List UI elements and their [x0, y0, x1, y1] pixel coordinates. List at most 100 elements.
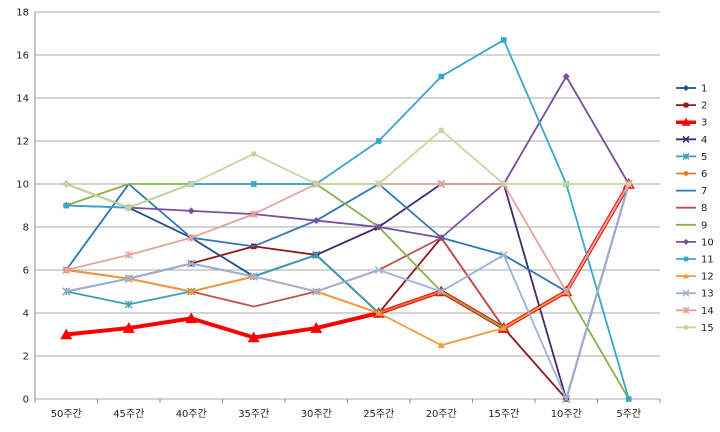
- legend-marker: [683, 273, 689, 279]
- y-tick-label: 14: [16, 94, 29, 105]
- series-line-13: [66, 183, 630, 400]
- data-point: [125, 204, 132, 211]
- y-tick-label: 0: [23, 395, 29, 406]
- x-tick-label: 25주간: [363, 408, 394, 420]
- series-line-12: [66, 183, 630, 347]
- legend-item-10: 10: [676, 237, 714, 248]
- y-tick-label: 18: [16, 8, 29, 19]
- data-point: [374, 265, 383, 275]
- series-7: [65, 183, 630, 293]
- legend-item-3: 3: [676, 117, 707, 129]
- series-15: [63, 127, 632, 211]
- data-point: [62, 266, 71, 274]
- data-point: [563, 181, 570, 187]
- legend-item-9: 9: [676, 220, 707, 231]
- data-point: [437, 234, 445, 242]
- y-tick-label: 4: [23, 309, 29, 320]
- data-point: [312, 287, 321, 296]
- data-point: [187, 207, 195, 215]
- data-point: [499, 250, 508, 259]
- series-2: [63, 181, 632, 402]
- data-point: [625, 396, 632, 402]
- series-line-9: [65, 183, 630, 400]
- data-point: [249, 272, 258, 281]
- data-point: [60, 328, 73, 340]
- x-tick-label: 5주간: [616, 408, 641, 420]
- data-point: [187, 233, 196, 242]
- data-point: [438, 127, 445, 134]
- data-point: [562, 394, 571, 404]
- legend-marker: [683, 238, 689, 245]
- legend-label: 10: [701, 237, 714, 248]
- x-tick-label: 40주간: [176, 408, 207, 420]
- data-point: [312, 217, 320, 225]
- x-tick-label: 50주간: [51, 408, 82, 420]
- data-point: [185, 312, 198, 324]
- legend-item-13: 13: [676, 289, 714, 300]
- data-point: [500, 37, 507, 43]
- x-tick-label: 45주간: [113, 408, 144, 420]
- x-tick-label: 30주간: [301, 408, 332, 420]
- legend-marker: [682, 152, 690, 160]
- series-4: [62, 179, 633, 404]
- data-point: [437, 287, 446, 296]
- legend-item-6: 6: [676, 169, 707, 180]
- data-point: [312, 250, 321, 259]
- data-point: [375, 138, 382, 144]
- legend-label: 9: [701, 220, 707, 231]
- data-point: [375, 223, 383, 231]
- legend-label: 12: [701, 272, 714, 283]
- legend-item-11: 11: [676, 255, 714, 266]
- data-point: [187, 288, 195, 295]
- legend-label: 3: [701, 118, 707, 129]
- y-tick-label: 10: [16, 180, 29, 191]
- y-tick-label: 6: [23, 266, 29, 277]
- legend-marker: [683, 325, 689, 330]
- data-point: [500, 324, 508, 331]
- legend-item-14: 14: [676, 306, 714, 317]
- legend-label: 15: [701, 323, 714, 334]
- series-line-10: [66, 75, 630, 239]
- series-line-4: [66, 183, 630, 400]
- legend-item-8: 8: [676, 203, 707, 214]
- legend-label: 6: [701, 169, 707, 180]
- legend-label: 4: [701, 135, 707, 146]
- series-line-15: [65, 129, 629, 209]
- legend-marker: [683, 171, 689, 176]
- data-point: [124, 300, 133, 309]
- legend-label: 5: [701, 152, 707, 163]
- data-point: [250, 151, 257, 157]
- data-point: [437, 341, 445, 349]
- data-point: [375, 181, 382, 187]
- data-point: [124, 250, 133, 259]
- data-point: [625, 181, 632, 187]
- legend-item-12: 12: [676, 272, 714, 283]
- legend-label: 8: [701, 203, 707, 214]
- legend-marker: [682, 289, 690, 297]
- data-point: [250, 181, 257, 187]
- data-point: [438, 73, 445, 80]
- legend-item-4: 4: [676, 135, 707, 146]
- legend-item-7: 7: [676, 186, 707, 197]
- legend-label: 14: [701, 306, 714, 317]
- data-point: [122, 322, 135, 333]
- data-point: [63, 181, 70, 187]
- data-point: [63, 202, 70, 209]
- data-point: [375, 309, 383, 316]
- series-lines: [60, 37, 635, 404]
- series-9: [65, 183, 630, 400]
- y-tick-label: 12: [16, 137, 29, 148]
- legend-marker: [682, 306, 690, 314]
- data-point: [562, 287, 571, 296]
- legend-item-2: 2: [676, 101, 707, 112]
- legend-label: 13: [701, 289, 714, 300]
- data-point: [437, 180, 446, 188]
- legend-label: 2: [701, 101, 707, 112]
- legend-item-1: 1: [676, 84, 707, 95]
- legend-marker: [681, 117, 691, 126]
- y-axis-ticks: 0 2 4 6 8 10 12 14 16 18: [16, 8, 29, 406]
- data-point: [310, 322, 323, 333]
- legend-label: 1: [701, 84, 707, 95]
